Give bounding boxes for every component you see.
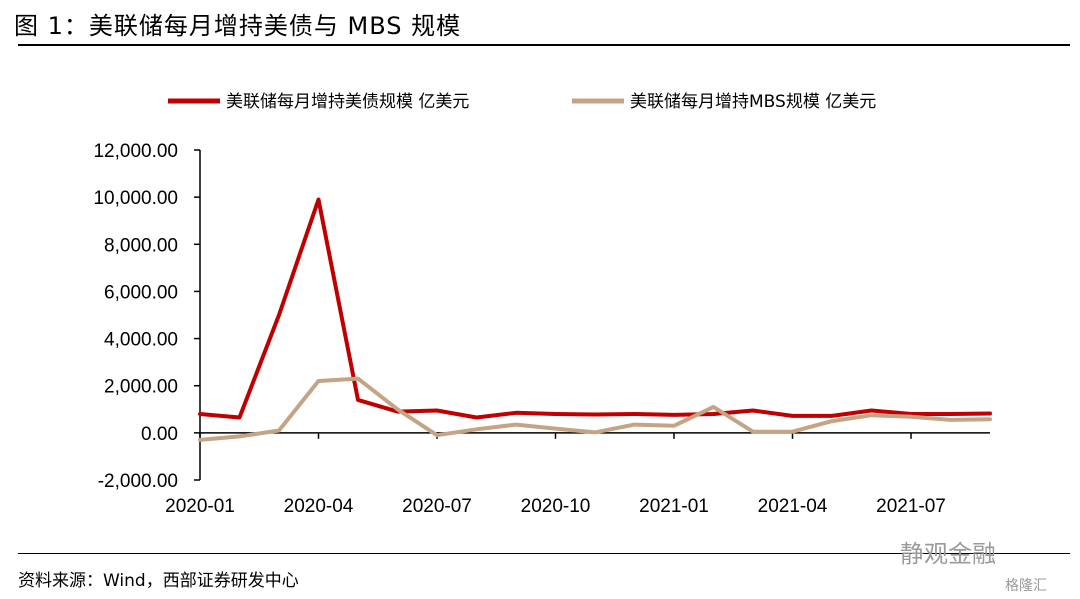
y-tick-label: 4,000.00 bbox=[104, 330, 178, 351]
y-tick-label: 0.00 bbox=[141, 424, 178, 445]
watermark-secondary-text: 格隆汇 bbox=[1005, 578, 1047, 594]
x-tick-label: 2020-10 bbox=[521, 496, 591, 517]
figure-title: 图 1：美联储每月增持美债与 MBS 规模 bbox=[14, 12, 462, 40]
x-tick-label: 2021-04 bbox=[758, 496, 828, 517]
x-tick-label: 2020-07 bbox=[402, 496, 472, 517]
y-tick-label: -2,000.00 bbox=[98, 471, 178, 492]
series-layer bbox=[198, 197, 992, 442]
source-divider bbox=[18, 553, 1070, 554]
y-tick-label: 12,000.00 bbox=[93, 141, 178, 162]
x-tick-label: 2021-07 bbox=[876, 496, 946, 517]
series-line-2 bbox=[198, 376, 992, 442]
x-axis: 2020-01 2020-04 2020-07 2020-10 2021-01 2021-… bbox=[165, 432, 990, 517]
x-tick-label: 2020-04 bbox=[284, 496, 354, 517]
legend-label-1: 美联储每月增持美债规模 亿美元 bbox=[226, 92, 469, 112]
title-divider bbox=[18, 44, 1070, 46]
series-line-1 bbox=[198, 197, 992, 420]
watermark-text: 静观金融 bbox=[900, 540, 996, 568]
x-tick-label: 2021-01 bbox=[639, 496, 709, 517]
x-tick-label: 2020-01 bbox=[165, 496, 235, 517]
y-axis: 12,000.00 10,000.00 8,000.00 6,000.00 4,000.… bbox=[93, 141, 201, 492]
legend: 美联储每月增持美债规模 亿美元 美联储每月增持MBS规模 亿美元 bbox=[168, 92, 876, 112]
y-tick-label: 2,000.00 bbox=[104, 377, 178, 398]
source-note: 资料来源：Wind，西部证券研发中心 bbox=[18, 571, 299, 591]
y-tick-label: 10,000.00 bbox=[93, 188, 178, 209]
y-tick-label: 8,000.00 bbox=[104, 235, 178, 256]
y-tick-label: 6,000.00 bbox=[104, 282, 178, 303]
legend-label-2: 美联储每月增持MBS规模 亿美元 bbox=[630, 92, 876, 112]
